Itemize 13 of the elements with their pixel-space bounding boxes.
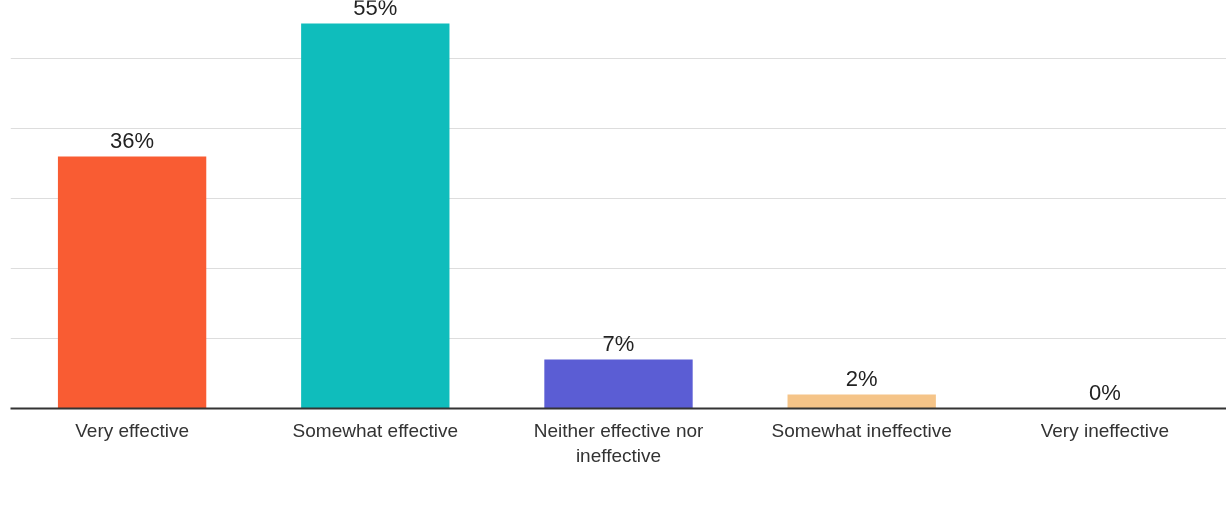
data-label: 7% — [602, 330, 635, 356]
x-tick-label: Neither effective nor ineffective — [533, 419, 705, 466]
x-tick-label: Very ineffective — [1040, 419, 1170, 441]
data-label: 2% — [845, 365, 878, 391]
data-label: 36% — [110, 127, 155, 153]
x-tick-label: Very effective — [75, 419, 189, 441]
x-tick-label: Somewhat effective — [292, 419, 459, 441]
x-tick-label: Somewhat ineffective — [771, 419, 952, 441]
bar — [787, 394, 936, 409]
bar — [57, 156, 207, 409]
data-label: 0% — [1089, 379, 1121, 405]
bar — [301, 23, 450, 409]
bar — [544, 359, 693, 409]
